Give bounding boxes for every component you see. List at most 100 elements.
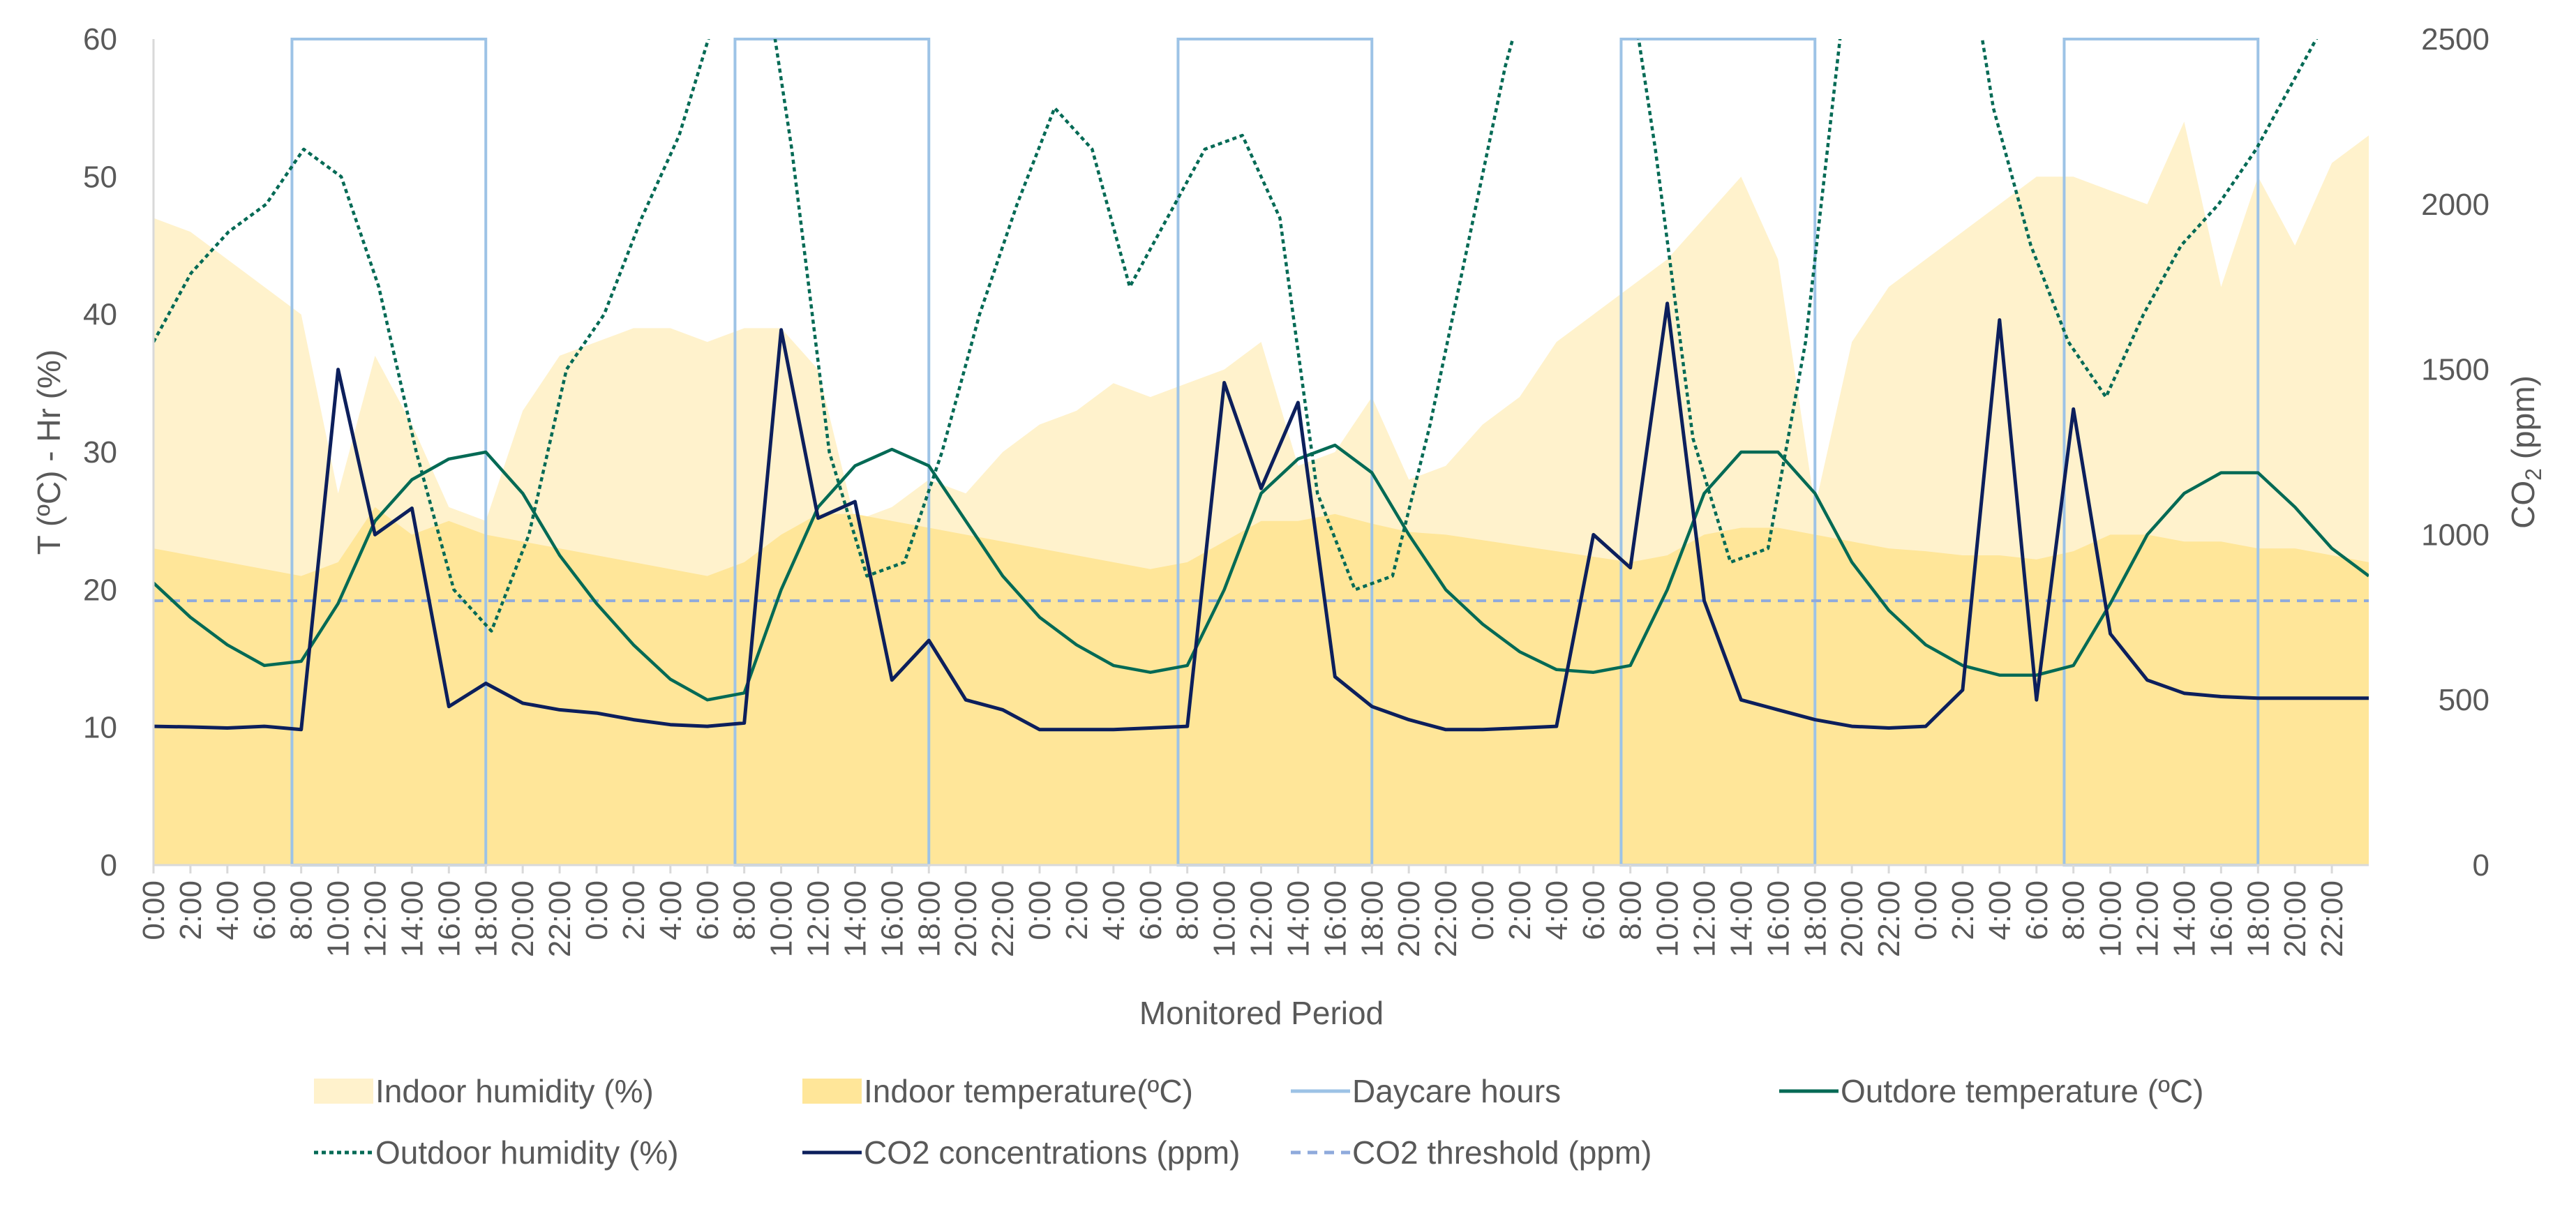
x-tick-label: 14:00: [2167, 880, 2201, 957]
x-axis-ticks: 0:00 2:00 4:00 6:00 8:00 10:00 12:00 14:00 16:00…: [137, 865, 2349, 957]
legend-label-outdoor-temperature: Outdore temperature (ºC): [1841, 1073, 2203, 1109]
x-tick-label: 16:00: [1761, 880, 1795, 957]
x-tick-label: 6:00: [691, 880, 725, 940]
legend-label-indoor-humidity: Indoor humidity (%): [375, 1073, 654, 1109]
x-tick-label: 18:00: [912, 880, 946, 957]
left-tick-label: 0: [100, 848, 117, 883]
left-axis-title: T (ºC) - Hr (%): [31, 350, 67, 555]
x-tick-label: 2:00: [1503, 880, 1537, 940]
left-tick-label: 10: [83, 711, 117, 745]
x-tick-label: 10:00: [1651, 880, 1685, 957]
x-tick-label: 12:00: [802, 880, 836, 957]
x-tick-label: 12:00: [359, 880, 393, 957]
legend-label-co2-concentrations: CO2 concentrations (ppm): [864, 1134, 1240, 1171]
x-tick-label: 10:00: [2094, 880, 2128, 957]
right-tick-label: 0: [2473, 848, 2489, 883]
x-tick-label: 20:00: [1835, 880, 1869, 957]
left-axis-ticks: 0 10 20 30 40 50 60: [83, 22, 117, 883]
x-tick-label: 0:00: [580, 880, 614, 940]
x-tick-label: 18:00: [2241, 880, 2275, 957]
x-tick-label: 22:00: [543, 880, 577, 957]
x-tick-label: 16:00: [875, 880, 909, 957]
legend: Indoor humidity (%) Indoor temperature(º…: [314, 1073, 2203, 1171]
x-tick-label: 6:00: [248, 880, 282, 940]
x-tick-label: 16:00: [432, 880, 466, 957]
right-axis-title-unit: (ppm): [2505, 375, 2541, 468]
x-tick-label: 4:00: [1983, 880, 2017, 940]
x-tick-label: 14:00: [1281, 880, 1315, 957]
x-tick-label: 10:00: [1208, 880, 1242, 957]
x-tick-label: 6:00: [2020, 880, 2054, 940]
right-tick-label: 2500: [2421, 22, 2489, 57]
x-tick-label: 6:00: [1134, 880, 1168, 940]
legend-label-indoor-temperature: Indoor temperature(ºC): [864, 1073, 1193, 1109]
legend-label-outdoor-humidity: Outdoor humidity (%): [375, 1134, 679, 1171]
legend-item-outdoor-temperature[interactable]: Outdore temperature (ºC): [1779, 1073, 2203, 1109]
x-tick-label: 14:00: [395, 880, 429, 957]
co2-concentrations-line: [153, 301, 2369, 732]
left-tick-label: 50: [83, 160, 117, 194]
x-tick-label: 4:00: [1540, 880, 1574, 940]
x-tick-label: 18:00: [1355, 880, 1389, 957]
legend-item-daycare-hours[interactable]: Daycare hours: [1291, 1073, 1561, 1109]
x-tick-label: 2:00: [1946, 880, 1980, 940]
x-tick-label: 0:00: [1023, 880, 1057, 940]
left-tick-label: 60: [83, 22, 117, 57]
legend-label-daycare-hours: Daycare hours: [1352, 1073, 1561, 1109]
right-axis-title-main: CO: [2505, 481, 2541, 529]
left-tick-label: 40: [83, 298, 117, 332]
outdoor-humidity-line: [153, 39, 2319, 633]
right-axis-ticks: 0 500 1000 1500 2000 2500: [2421, 22, 2489, 883]
outdore-temperature-line: [153, 443, 2369, 702]
legend-item-co2-threshold[interactable]: CO2 threshold (ppm): [1291, 1134, 1652, 1171]
x-tick-label: 10:00: [765, 880, 799, 957]
left-tick-label: 20: [83, 573, 117, 607]
x-tick-label: 8:00: [1171, 880, 1205, 940]
x-tick-label: 8:00: [285, 880, 319, 940]
legend-swatch-indoor-temperature: [802, 1079, 862, 1104]
plot-area: [153, 38, 2369, 866]
x-tick-label: 6:00: [1577, 880, 1611, 940]
x-tick-label: 12:00: [2131, 880, 2165, 957]
legend-item-outdoor-humidity[interactable]: Outdoor humidity (%): [314, 1134, 679, 1171]
legend-swatch-indoor-humidity: [314, 1079, 373, 1104]
right-tick-label: 1500: [2421, 353, 2489, 387]
x-tick-label: 20:00: [506, 880, 540, 957]
x-tick-label: 22:00: [1429, 880, 1463, 957]
x-tick-label: 2:00: [617, 880, 651, 940]
x-tick-label: 0:00: [137, 880, 171, 940]
right-axis-title: CO2 (ppm): [2505, 375, 2546, 529]
x-tick-label: 0:00: [1466, 880, 1500, 940]
x-tick-label: 8:00: [1614, 880, 1648, 940]
x-tick-label: 18:00: [469, 880, 503, 957]
legend-item-co2-concentrations[interactable]: CO2 concentrations (ppm): [802, 1134, 1240, 1171]
x-tick-label: 20:00: [1392, 880, 1426, 957]
right-tick-label: 1000: [2421, 518, 2489, 552]
right-axis-title-sub: 2: [2521, 468, 2546, 481]
x-tick-label: 12:00: [1245, 880, 1279, 957]
x-tick-label: 22:00: [1872, 880, 1906, 957]
x-tick-label: 22:00: [986, 880, 1020, 957]
x-tick-label: 0:00: [1909, 880, 1943, 940]
x-tick-label: 12:00: [1688, 880, 1722, 957]
x-tick-label: 8:00: [728, 880, 762, 940]
legend-item-indoor-humidity[interactable]: Indoor humidity (%): [314, 1073, 654, 1109]
x-tick-label: 8:00: [2057, 880, 2091, 940]
legend-item-indoor-temperature[interactable]: Indoor temperature(ºC): [802, 1073, 1193, 1109]
right-tick-label: 2000: [2421, 188, 2489, 222]
x-tick-label: 14:00: [1724, 880, 1758, 957]
left-tick-label: 30: [83, 435, 117, 470]
x-tick-label: 16:00: [1318, 880, 1352, 957]
x-tick-label: 2:00: [1060, 880, 1094, 940]
x-tick-label: 10:00: [322, 880, 356, 957]
x-tick-label: 22:00: [2315, 880, 2349, 957]
x-axis-title: Monitored Period: [1139, 995, 1384, 1031]
legend-label-co2-threshold: CO2 threshold (ppm): [1352, 1134, 1652, 1171]
x-tick-label: 4:00: [211, 880, 245, 940]
x-tick-label: 4:00: [654, 880, 688, 940]
x-tick-label: 4:00: [1097, 880, 1131, 940]
x-tick-label: 14:00: [838, 880, 872, 957]
x-tick-label: 16:00: [2204, 880, 2238, 957]
x-tick-label: 20:00: [2278, 880, 2312, 957]
